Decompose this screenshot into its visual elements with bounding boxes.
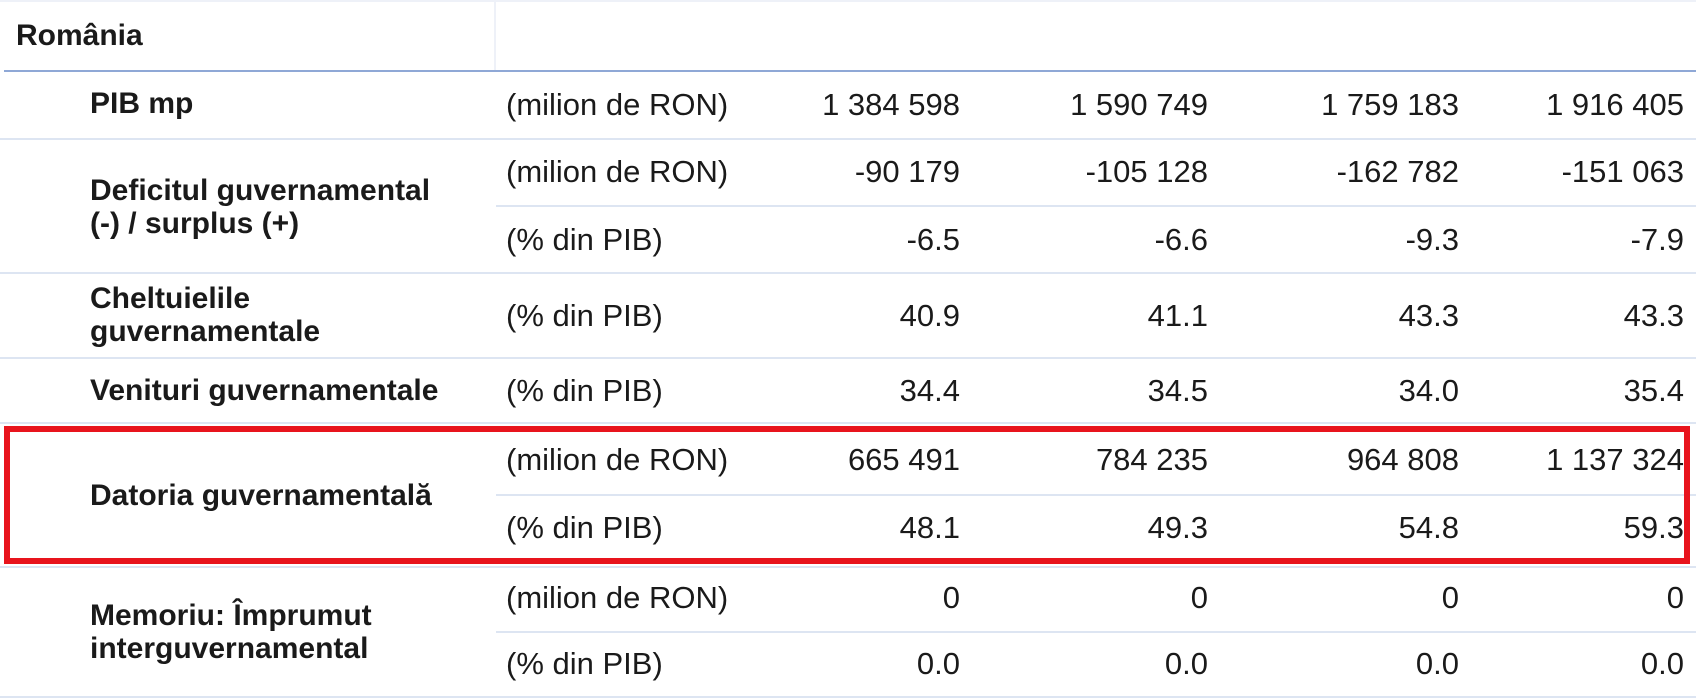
- unit-label: (% din PIB): [506, 222, 663, 257]
- value-cell: -90 179: [854, 154, 960, 189]
- row-divider: [0, 272, 1696, 274]
- row-divider: [0, 357, 1696, 359]
- value-cell: 0: [1441, 580, 1459, 615]
- value-cell: 0: [1190, 580, 1208, 615]
- value-cell: 34.4: [899, 373, 960, 408]
- value-cell: -162 782: [1336, 154, 1459, 189]
- value-cell: 35.4: [1623, 373, 1684, 408]
- value-cell: 0.0: [1415, 646, 1459, 681]
- country-divider: [4, 70, 1696, 72]
- value-cell: 41.1: [1147, 298, 1208, 333]
- row-divider: [0, 696, 1696, 698]
- highlight-box: [4, 426, 1690, 564]
- value-cell: 59.3: [1623, 510, 1684, 545]
- value-cell: 0.0: [1640, 646, 1684, 681]
- value-cell: -105 128: [1085, 154, 1208, 189]
- value-cell: 43.3: [1623, 298, 1684, 333]
- value-cell: 964 808: [1346, 442, 1459, 477]
- subrow-divider: [496, 494, 1696, 496]
- value-cell: -7.9: [1630, 222, 1684, 257]
- indicator-label: Datoria guvernamentală: [90, 479, 432, 512]
- row-divider: [0, 138, 1696, 140]
- indicator-label: Venituri guvernamentale: [90, 374, 439, 407]
- indicator-label: guvernamentale: [90, 315, 321, 348]
- value-cell: 40.9: [899, 298, 960, 333]
- value-cell: 784 235: [1095, 442, 1208, 477]
- value-cell: 48.1: [899, 510, 960, 545]
- value-cell: 0.0: [1164, 646, 1208, 681]
- value-cell: 1 590 749: [1070, 87, 1208, 122]
- unit-label: (milion de RON): [506, 442, 729, 477]
- column-divider: [494, 0, 496, 72]
- value-cell: 34.0: [1398, 373, 1459, 408]
- row-divider: [0, 566, 1696, 568]
- value-cell: 1 759 183: [1321, 87, 1459, 122]
- subrow-divider: [496, 631, 1696, 633]
- value-cell: 1 384 598: [822, 87, 960, 122]
- top-divider: [0, 0, 1696, 2]
- indicator-label: interguvernamental: [90, 632, 369, 665]
- indicator-label: PIB mp: [90, 87, 194, 120]
- unit-label: (% din PIB): [506, 373, 663, 408]
- value-cell: 54.8: [1398, 510, 1459, 545]
- unit-label: (milion de RON): [506, 154, 729, 189]
- value-cell: 49.3: [1147, 510, 1208, 545]
- indicator-label: (-) / surplus (+): [90, 207, 300, 240]
- value-cell: -6.5: [906, 222, 960, 257]
- unit-label: (% din PIB): [506, 298, 663, 333]
- value-cell: 43.3: [1398, 298, 1459, 333]
- row-divider: [0, 422, 1696, 424]
- value-cell: 0: [1666, 580, 1684, 615]
- subrow-divider: [496, 205, 1696, 207]
- indicator-label: Cheltuielile: [90, 282, 251, 315]
- value-cell: 0.0: [916, 646, 960, 681]
- value-cell: 1 916 405: [1546, 87, 1684, 122]
- indicator-label: Memoriu: Împrumut: [90, 599, 372, 632]
- unit-label: (milion de RON): [506, 580, 729, 615]
- value-cell: -9.3: [1405, 222, 1459, 257]
- value-cell: -151 063: [1561, 154, 1684, 189]
- value-cell: 34.5: [1147, 373, 1208, 408]
- unit-label: (% din PIB): [506, 646, 663, 681]
- value-cell: 1 137 324: [1546, 442, 1684, 477]
- value-cell: 0: [942, 580, 960, 615]
- value-cell: -6.6: [1154, 222, 1208, 257]
- indicator-label: Deficitul guvernamental: [90, 174, 431, 207]
- unit-label: (milion de RON): [506, 87, 729, 122]
- unit-label: (% din PIB): [506, 510, 663, 545]
- value-cell: 665 491: [847, 442, 960, 477]
- country-heading: România: [16, 19, 143, 52]
